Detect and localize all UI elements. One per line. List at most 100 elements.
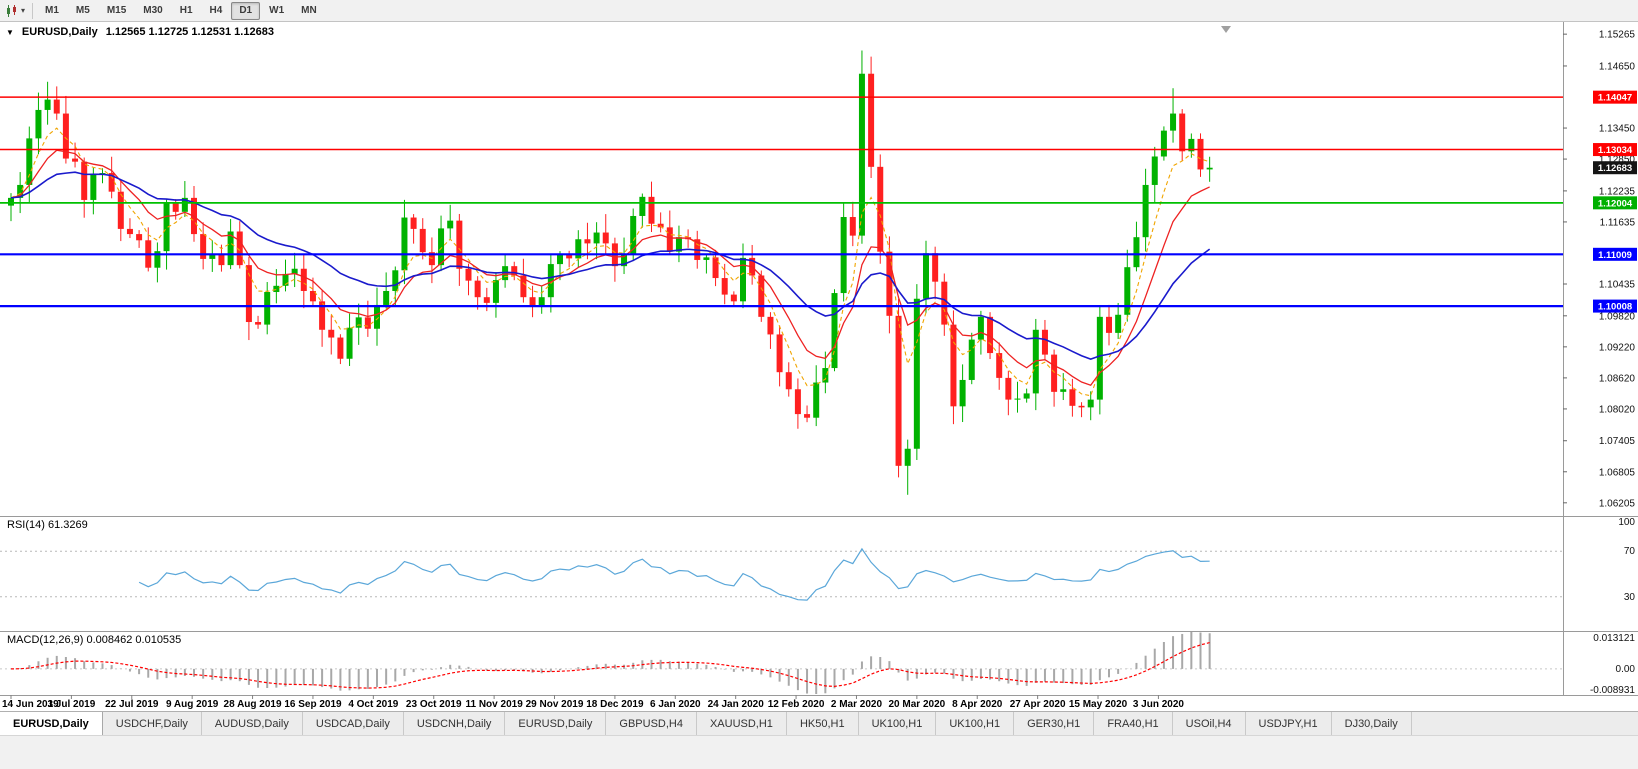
candle-body: [72, 158, 79, 162]
price-tick-label: 1.09820: [1599, 311, 1636, 322]
price-chart-svg: 1.15265 1.14650 1.13450 1.12850 1.12235 1.116…: [0, 22, 1638, 710]
candle-body: [1124, 267, 1131, 315]
timeframe-button-M1[interactable]: M1: [45, 4, 59, 16]
candle-body: [547, 264, 554, 298]
price-badge-label: 1.10008: [1598, 302, 1632, 313]
symbol-tab-gbpusd-h4-6[interactable]: GBPUSD,H4: [606, 712, 697, 735]
timeframe-button-W1[interactable]: W1: [269, 4, 285, 16]
candle-body: [355, 317, 362, 328]
chart-type-icon[interactable]: [3, 3, 21, 19]
symbol-tab-uk100-h1-10[interactable]: UK100,H1: [936, 712, 1015, 735]
timeframe-button-H1[interactable]: H1: [179, 4, 193, 16]
candle-body: [117, 191, 124, 229]
timeframe-buttons: M1 M5 M15 M30 H1 H4 D1 W1 MN: [37, 1, 325, 20]
date-label: 6 Jan 2020: [650, 699, 701, 710]
candle-body: [483, 297, 490, 303]
candle-body: [703, 257, 710, 260]
candle-body: [538, 297, 545, 307]
timeframe-button-MN[interactable]: MN: [301, 4, 317, 16]
candle-body: [813, 382, 820, 418]
symbol-tab-audusd-daily-2[interactable]: AUDUSD,Daily: [201, 712, 303, 735]
timeframe-button-M5[interactable]: M5: [75, 4, 90, 16]
chart-title: ▼ EURUSD,Daily 1.12565 1.12725 1.12531 1…: [6, 26, 274, 38]
timeframe-button-M30[interactable]: M30: [143, 4, 163, 16]
candle-body: [566, 254, 573, 259]
candle-body: [1014, 398, 1021, 400]
candle-body: [1069, 389, 1076, 406]
symbol-tab-ger30-h1-11[interactable]: GER30,H1: [1014, 712, 1095, 735]
candle-body: [108, 173, 115, 192]
candle-body: [987, 316, 994, 354]
chart-ohlc-label: 1.12565 1.12725 1.12531 1.12683: [105, 26, 274, 38]
candle-body: [1188, 138, 1195, 152]
date-label: 9 Aug 2019: [166, 699, 219, 710]
rsi-axis-label: 30: [1624, 592, 1636, 603]
rsi-axis-label: 100: [1618, 517, 1635, 528]
candle-body: [319, 301, 326, 330]
symbol-tab-hk50-h1-8[interactable]: HK50,H1: [786, 712, 859, 735]
ma-line-25: [10, 171, 1211, 360]
candle-body: [291, 268, 298, 274]
candlestick-glyph: [7, 4, 16, 17]
candle-body: [1060, 389, 1067, 392]
symbol-tab-usdcnh-daily-4[interactable]: USDCNH,Daily: [403, 712, 506, 735]
candle-body: [895, 315, 902, 466]
ma-line-5: [10, 127, 1210, 397]
candle-body: [154, 251, 161, 268]
date-label: 14 Jun 2019: [2, 699, 59, 710]
candle-body: [621, 254, 628, 267]
price-tick-label: 1.14650: [1599, 61, 1636, 72]
chart-collapse-icon[interactable]: ▼: [6, 27, 14, 37]
chevron-down-icon[interactable]: ▾: [21, 6, 26, 15]
symbol-tab-usoil-h4-13[interactable]: USOil,H4: [1172, 712, 1246, 735]
timeframe-button-D1[interactable]: D1: [231, 1, 261, 20]
symbol-tab-fra40-h1-12[interactable]: FRA40,H1: [1094, 712, 1173, 735]
price-badge-label: 1.14047: [1598, 93, 1632, 104]
symbol-tab-eurusd-daily-5[interactable]: EURUSD,Daily: [505, 712, 607, 735]
candle-body: [218, 254, 225, 266]
candle-body: [794, 389, 801, 415]
candle-body: [136, 234, 143, 241]
price-tick-label: 1.06805: [1599, 467, 1636, 478]
candle-body: [959, 379, 966, 407]
candle-body: [264, 292, 271, 325]
symbol-tab-dj30-daily-15[interactable]: DJ30,Daily: [1331, 712, 1412, 735]
candle-body: [227, 231, 234, 266]
price-badge-1.10008: [1593, 299, 1637, 313]
chart-canvas[interactable]: 1.15265 1.14650 1.13450 1.12850 1.12235 1.116…: [0, 22, 1638, 711]
date-label: 12 Feb 2020: [768, 699, 825, 710]
symbol-tab-bar: EURUSD,Daily USDCHF,Daily AUDUSD,Daily USDC…: [0, 711, 1638, 735]
candle-body: [90, 174, 97, 200]
price-tick-label: 1.13450: [1599, 124, 1636, 135]
macd-signal-line: [10, 641, 1210, 689]
candle-body: [886, 251, 893, 316]
symbol-tab-uk100-h1-9[interactable]: UK100,H1: [858, 712, 937, 735]
price-tick-label: 1.10435: [1599, 280, 1636, 291]
candle-body: [1051, 354, 1058, 392]
candle-body: [419, 228, 426, 253]
macd-axis-label: 0.013121: [1593, 633, 1635, 644]
candle-body: [822, 368, 829, 383]
symbol-tab-eurusd-daily-0[interactable]: EURUSD,Daily: [0, 712, 103, 735]
candle-body: [511, 266, 518, 276]
candle-body: [44, 99, 51, 110]
candle-body: [858, 73, 865, 236]
symbol-tab-usdchf-daily-1[interactable]: USDCHF,Daily: [102, 712, 202, 735]
candle-body: [374, 304, 380, 329]
candle-body: [181, 197, 188, 212]
timeframe-button-M15[interactable]: M15: [106, 4, 127, 16]
candle-body: [913, 298, 920, 449]
candle-body: [785, 372, 792, 390]
chart-shift-marker[interactable]: [1221, 26, 1231, 33]
symbol-tab-usdcad-daily-3[interactable]: USDCAD,Daily: [302, 712, 404, 735]
candle-body: [1087, 399, 1094, 408]
symbol-tab-xauusd-h1-7[interactable]: XAUUSD,H1: [696, 712, 787, 735]
candle-body: [1005, 377, 1012, 400]
candle-body: [447, 220, 454, 229]
symbol-tab-usdjpy-h1-14[interactable]: USDJPY,H1: [1245, 712, 1332, 735]
timeframe-button-H4[interactable]: H4: [209, 4, 223, 16]
candle-body: [804, 414, 811, 418]
candle-body: [877, 166, 884, 252]
candle-body: [529, 297, 536, 307]
